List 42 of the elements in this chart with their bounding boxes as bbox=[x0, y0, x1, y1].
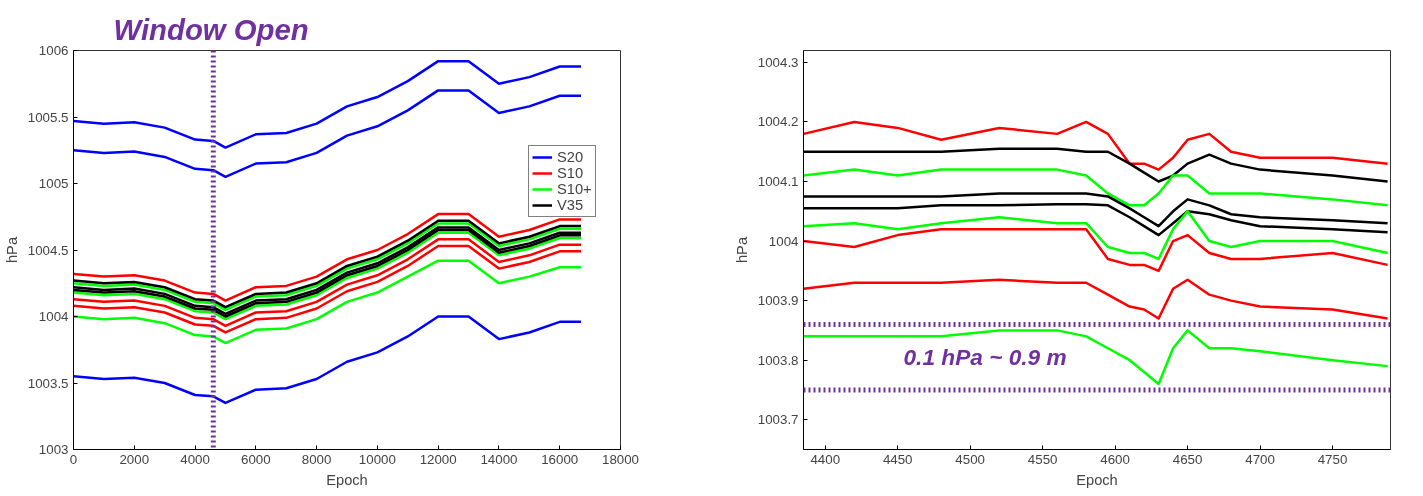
x-tick-label: 0 bbox=[69, 451, 78, 467]
y-tick-label: 1004.5 bbox=[27, 242, 69, 258]
x-tick-label: 4400 bbox=[810, 451, 841, 467]
y-tick-label: 1004 bbox=[38, 309, 70, 324]
y-tick-label: 1003 bbox=[38, 442, 69, 457]
y-tick-label: 1005 bbox=[38, 176, 69, 191]
x-tick-label: 12000 bbox=[419, 451, 457, 467]
x-tick-label: 4450 bbox=[882, 451, 913, 467]
legend-label: S20 bbox=[557, 149, 584, 165]
x-tick-label: 4750 bbox=[1317, 451, 1348, 467]
y-tick-label: 1003.5 bbox=[27, 375, 69, 391]
x-tick-label: 4000 bbox=[180, 451, 210, 467]
x-tick-label: 4550 bbox=[1027, 451, 1058, 467]
y-tick-label: 1005.5 bbox=[27, 109, 69, 125]
y-tick-label: 1004.1 bbox=[757, 174, 799, 190]
legend-label: V35 bbox=[557, 197, 584, 213]
y-axis-title: hPa bbox=[733, 236, 750, 264]
x-tick-label: 4650 bbox=[1172, 451, 1203, 467]
y-tick-label: 1004.2 bbox=[757, 114, 799, 130]
x-tick-label: 4700 bbox=[1245, 451, 1275, 467]
x-tick-label: 18000 bbox=[601, 451, 640, 467]
x-tick-label: 4500 bbox=[955, 451, 986, 467]
y-tick-label: 1003.9 bbox=[757, 293, 799, 309]
x-tick-label: 6000 bbox=[241, 451, 271, 467]
x-tick-label: 14000 bbox=[480, 451, 518, 467]
y-tick-label: 1003.7 bbox=[757, 412, 799, 428]
x-tick-label: 16000 bbox=[541, 451, 579, 467]
y-axis-title: hPa bbox=[3, 236, 20, 264]
legend-label: S10 bbox=[557, 165, 584, 181]
y-tick-label: 1003.8 bbox=[757, 352, 799, 368]
x-tick-label: 2000 bbox=[119, 451, 150, 467]
x-tick-label: 10000 bbox=[358, 451, 396, 467]
y-tick-label: 1006 bbox=[38, 43, 69, 58]
chart-title: Window Open bbox=[113, 12, 309, 46]
x-tick-label: 8000 bbox=[301, 451, 332, 467]
legend-label: S10+ bbox=[557, 181, 592, 197]
x-tick-label: 4600 bbox=[1100, 451, 1130, 467]
x-axis-title: Epoch bbox=[326, 471, 368, 488]
annotation: 0.1 hPa ~ 0.9 m bbox=[903, 343, 1067, 370]
y-tick-label: 1004.3 bbox=[757, 54, 799, 70]
y-tick-label: 1004 bbox=[768, 233, 800, 249]
x-axis-title: Epoch bbox=[1076, 471, 1118, 488]
